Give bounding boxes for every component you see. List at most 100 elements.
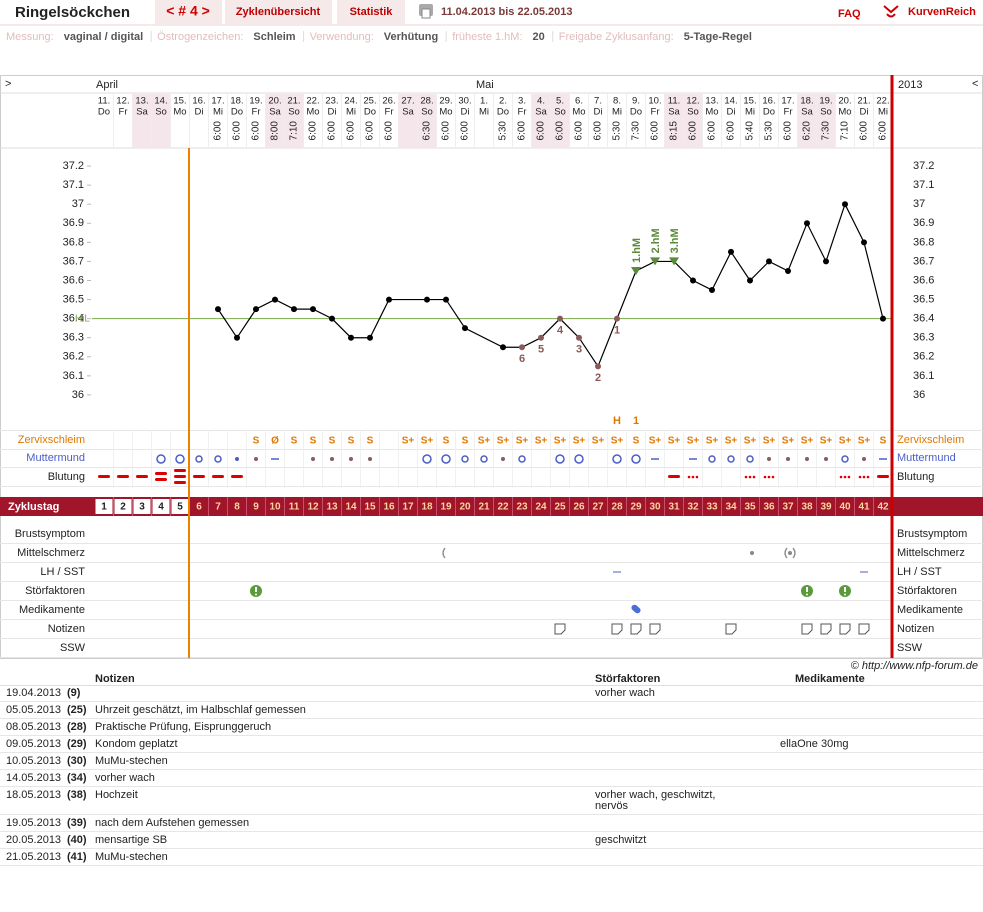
temp-point (576, 334, 582, 341)
setting-value: vaginal / digital (64, 31, 143, 43)
cycle-day: 11 (289, 502, 300, 513)
weekday: Fr (252, 107, 261, 118)
date: 26. (382, 96, 395, 107)
notes-cell: 21.05.2013 (6, 851, 61, 863)
note-icon (611, 623, 623, 635)
y-tick-label-right: 36.6 (913, 274, 934, 286)
coverline-label: HiL (75, 313, 90, 324)
y-tick-label: 36.9 (63, 217, 84, 229)
temp-point (804, 220, 810, 227)
bleeding-icon (763, 475, 767, 479)
date: 21. (287, 96, 300, 107)
date: 11. (98, 96, 111, 107)
pain-icon (792, 547, 796, 559)
notes-cell: (34) (67, 772, 87, 784)
notes-cell: (25) (67, 704, 87, 716)
symptom-label-right: Notizen (897, 623, 934, 635)
weekday: Mo (838, 107, 851, 118)
y-tick-label: 36.6 (63, 274, 84, 286)
weekend-shade (151, 94, 171, 148)
date: 16. (192, 96, 205, 107)
notes-cell: (29) (67, 738, 87, 750)
nav-right[interactable]: < (972, 78, 978, 90)
weekday: Do (630, 107, 642, 118)
bleeding-icon (174, 469, 186, 472)
date: 18. (230, 96, 243, 107)
brand-logo[interactable] (883, 5, 899, 18)
notes-cell: 10.05.2013 (6, 755, 61, 767)
setting-value: Verhütung (384, 31, 438, 43)
time: 6:00 (308, 121, 319, 141)
weekday: So (288, 107, 300, 118)
notes-cell: nach dem Aufstehen gemessen (95, 817, 249, 829)
y-tick-label: 36.5 (63, 293, 84, 305)
pain-icon (750, 551, 754, 555)
setting-label: Freigabe Zyklusanfang: (559, 31, 674, 43)
bleeding-icon (767, 475, 771, 479)
bleeding-icon (771, 475, 775, 479)
cervix-value: S (633, 436, 640, 447)
temp-point (728, 248, 734, 255)
y-tick-label-right: 36.8 (913, 236, 934, 248)
weekday: Di (727, 107, 736, 118)
cervix-value: S+ (801, 436, 814, 447)
cycle-day: 25 (554, 502, 566, 513)
weekday: So (554, 107, 566, 118)
tab[interactable]: Zyklenübersicht (236, 6, 321, 18)
faq-link[interactable]: FAQ (838, 8, 861, 20)
cycle-nav[interactable]: < # 4 > (166, 3, 210, 19)
time: 6:00 (859, 121, 870, 141)
y-tick-label-right: 37.1 (913, 179, 934, 191)
weekday: Mi (479, 107, 489, 118)
cervix-os-icon (254, 457, 258, 461)
tab[interactable]: Statistik (350, 6, 394, 18)
notes-cell: geschwitzt (595, 834, 646, 846)
time: 6:20 (802, 121, 813, 141)
time: 6:30 (422, 121, 433, 141)
date: 15. (743, 96, 756, 107)
cervix-os-icon (555, 454, 565, 464)
time: 7:30 (631, 121, 642, 141)
notes-header: Störfaktoren (595, 673, 661, 685)
cervix-value: S+ (744, 436, 757, 447)
high-mark: 3.hM (669, 228, 681, 253)
weekday: Fr (784, 107, 793, 118)
row-label-right: Muttermund (897, 452, 956, 464)
cervix-value: S+ (516, 436, 529, 447)
y-tick-label-right: 36 (913, 389, 925, 401)
cycle-day: 6 (196, 502, 202, 513)
temp-point (766, 258, 772, 265)
temp-point (842, 201, 848, 208)
cycle-day: 15 (364, 502, 376, 513)
brand[interactable]: KurvenReich (908, 6, 976, 18)
cycle-day: 8 (234, 502, 240, 513)
copyright: © http://www.nfp-forum.de (851, 660, 978, 672)
cycle-day: 31 (668, 502, 680, 513)
printer-icon[interactable] (419, 4, 433, 19)
temp-point (538, 334, 544, 341)
weekday: Mi (346, 107, 356, 118)
cervix-value: S+ (687, 436, 700, 447)
cervix-os-icon (368, 457, 372, 461)
bleeding-icon (136, 475, 148, 478)
time: 6:00 (536, 121, 547, 141)
symptom-label: Medikamente (19, 604, 85, 616)
cervix-value: S+ (820, 436, 833, 447)
nav-left[interactable]: > (5, 78, 11, 90)
cervix-os-icon (612, 454, 622, 464)
disturbance-icon (806, 593, 808, 596)
cervix-os-icon (708, 455, 716, 463)
date: 21. (857, 96, 870, 107)
weekend-shade (797, 94, 817, 148)
peak-mark: H (613, 415, 621, 427)
note-icon (554, 623, 566, 635)
symptom-label-right: Mittelschmerz (897, 547, 965, 559)
notes-cell: MuMu-stechen (95, 851, 168, 863)
cycle-day: 19 (440, 502, 452, 513)
time: 6:00 (365, 121, 376, 141)
notes-cell: 14.05.2013 (6, 772, 61, 784)
cervix-value: S+ (839, 436, 852, 447)
notes-cell: vorher wach (595, 687, 655, 699)
temp-point (823, 258, 829, 265)
